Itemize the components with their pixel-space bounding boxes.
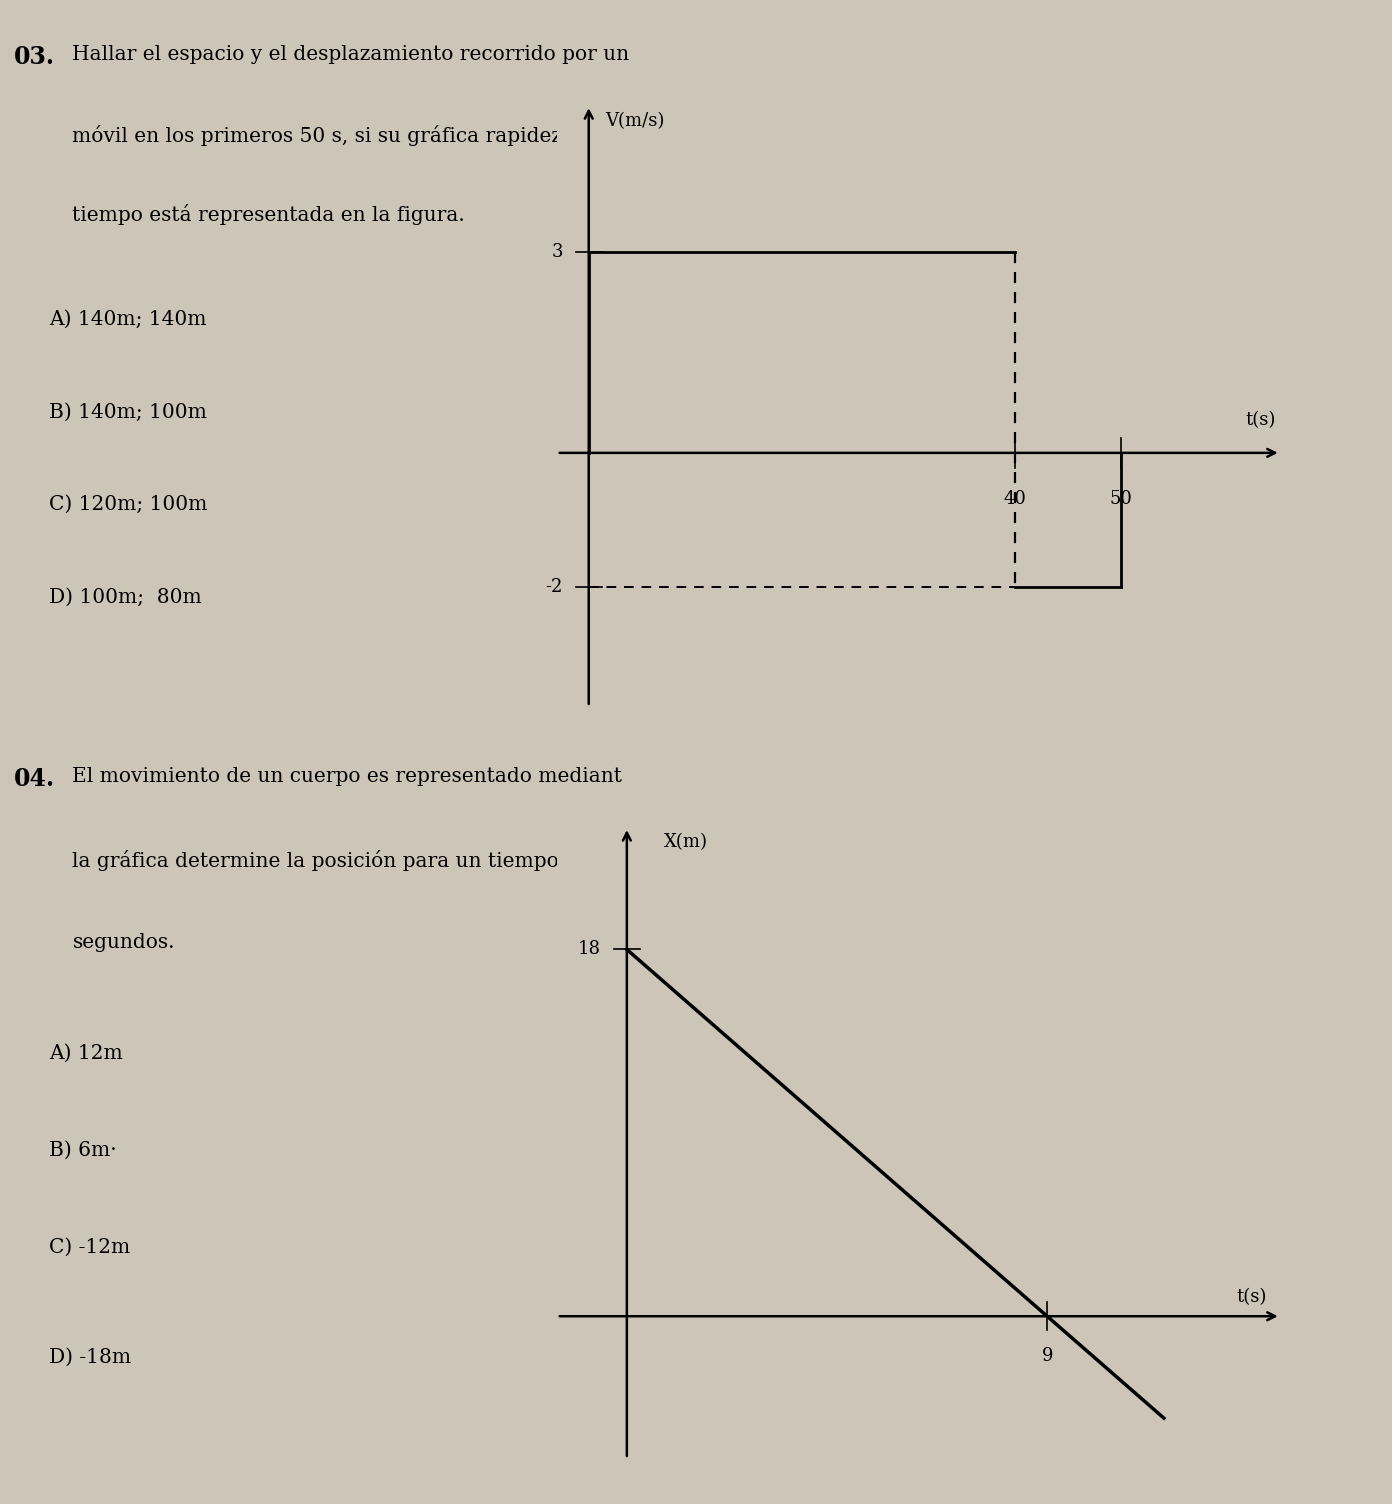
Text: 03.: 03. xyxy=(14,45,54,69)
Text: -2: -2 xyxy=(546,578,562,596)
Text: D) 100m;  80m: D) 100m; 80m xyxy=(49,588,202,606)
Text: A) 140m; 140m: A) 140m; 140m xyxy=(49,310,206,329)
Text: A) 12m: A) 12m xyxy=(49,1044,122,1063)
Text: tiempo está representada en la figura.: tiempo está representada en la figura. xyxy=(72,205,465,226)
Text: B) 140m; 100m: B) 140m; 100m xyxy=(49,403,207,421)
Text: B) 6m·: B) 6m· xyxy=(49,1140,117,1160)
Text: Hallar el espacio y el desplazamiento recorrido por un: Hallar el espacio y el desplazamiento re… xyxy=(72,45,629,65)
Text: 50: 50 xyxy=(1109,490,1133,508)
Text: 18: 18 xyxy=(578,940,601,958)
Text: D) -18m: D) -18m xyxy=(49,1348,131,1367)
Text: X(m): X(m) xyxy=(664,833,709,851)
Text: segundos.: segundos. xyxy=(72,932,175,952)
Text: la gráfica determine la posición para un tiempo de 1: la gráfica determine la posición para un… xyxy=(72,850,610,871)
Text: El movimiento de un cuerpo es representado mediant: El movimiento de un cuerpo es representa… xyxy=(72,767,622,787)
Text: t(s): t(s) xyxy=(1236,1287,1267,1305)
Text: C) 120m; 100m: C) 120m; 100m xyxy=(49,495,207,514)
Text: C) -12m: C) -12m xyxy=(49,1238,131,1256)
Text: V(m/s): V(m/s) xyxy=(604,111,664,129)
Text: 3: 3 xyxy=(551,244,562,262)
Text: móvil en los primeros 50 s, si su gráfica rapidez versus: móvil en los primeros 50 s, si su gráfic… xyxy=(72,125,635,146)
Text: 40: 40 xyxy=(1004,490,1026,508)
Text: 04.: 04. xyxy=(14,767,56,791)
Text: t(s): t(s) xyxy=(1244,412,1275,430)
Text: 9: 9 xyxy=(1041,1346,1052,1364)
